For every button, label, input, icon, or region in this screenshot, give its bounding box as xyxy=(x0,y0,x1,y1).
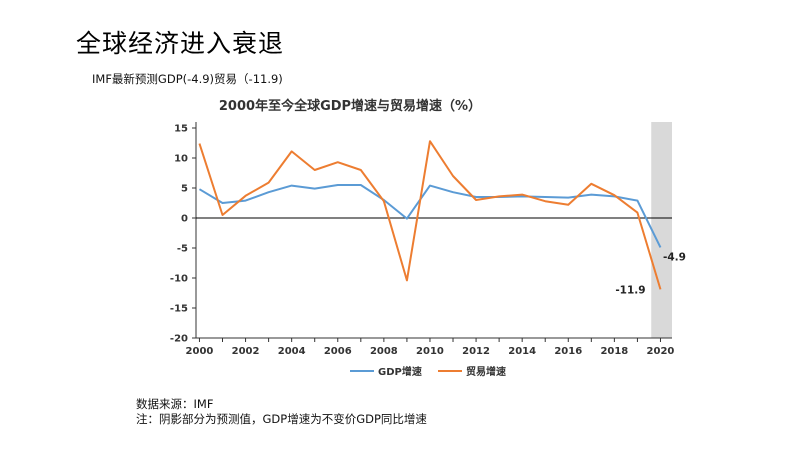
x-tick-label: 2006 xyxy=(324,346,352,357)
y-tick-label: 0 xyxy=(181,214,188,225)
slide-title: 全球经济进入衰退 xyxy=(76,29,285,58)
y-tick-label: 10 xyxy=(174,154,188,165)
x-tick-label: 2016 xyxy=(554,346,582,357)
chart-title: 2000年至今全球GDP增速与贸易增速（%） xyxy=(219,98,481,114)
legend-label-trade: 贸易增速 xyxy=(466,365,506,378)
trade-series-line xyxy=(198,140,662,290)
y-tick-label: -10 xyxy=(170,274,188,285)
x-tick-label: 2020 xyxy=(647,346,675,357)
y-tick-label: 15 xyxy=(174,124,188,135)
explanatory-note: 注：阴影部分为预测值，GDP增速为不变价GDP同比增速 xyxy=(136,412,427,426)
forecast-shade xyxy=(651,122,672,338)
source-note: 数据来源：IMF xyxy=(136,397,214,411)
slide-subtitle: IMF最新预测GDP(-4.9)贸易（-11.9) xyxy=(92,72,283,86)
trade-end-label: -11.9 xyxy=(615,284,645,296)
gdp-end-label: -4.9 xyxy=(663,251,686,263)
x-tick-label: 2010 xyxy=(416,346,444,357)
line-chart: 2000年至今全球GDP增速与贸易增速（%） 15 10 5 0 -5 -10 -15 -20… xyxy=(170,98,686,378)
x-tick-label: 2018 xyxy=(600,346,628,357)
x-tick-label: 2000 xyxy=(186,346,214,357)
y-tick-label: -15 xyxy=(170,304,188,315)
y-tick-label: -5 xyxy=(177,244,188,255)
y-tick-label: -20 xyxy=(170,334,188,345)
gdp-series-line xyxy=(198,184,662,248)
x-tick-label: 2008 xyxy=(370,346,398,357)
footnotes: 数据来源：IMF 注：阴影部分为预测值，GDP增速为不变价GDP同比增速 xyxy=(136,397,427,427)
x-tick-label: 2012 xyxy=(462,346,490,357)
y-tick-label: 5 xyxy=(181,184,188,195)
x-tick-label: 2014 xyxy=(508,346,536,357)
legend-label-gdp: GDP增速 xyxy=(378,365,422,378)
x-tick-label: 2002 xyxy=(232,346,260,357)
x-tick-label: 2004 xyxy=(278,346,306,357)
